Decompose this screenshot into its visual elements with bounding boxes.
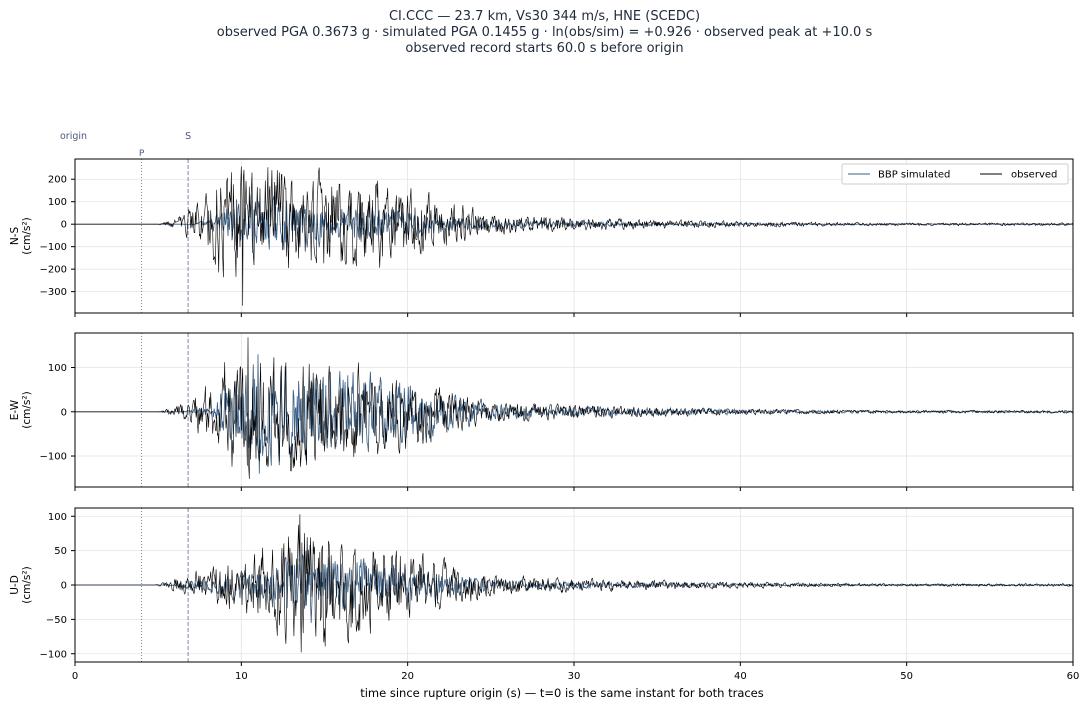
chart-title-line2: observed PGA 0.3673 g · simulated PGA 0.… (216, 25, 873, 40)
x-axis-label: time since rupture origin (s) — t=0 is t… (360, 686, 764, 700)
y-tick-label: 0 (61, 220, 67, 231)
y-tick-label: −50 (46, 615, 67, 626)
panel-yunit: (cm/s²) (21, 217, 33, 254)
simulated-trace (75, 194, 1074, 254)
x-tick-label: 10 (235, 671, 248, 682)
x-tick-label: 0 (72, 671, 78, 682)
x-tick-label: 40 (734, 671, 747, 682)
y-tick-label: 0 (61, 581, 67, 592)
y-tick-label: 100 (48, 197, 67, 208)
origin-label: origin (60, 131, 87, 142)
panel-yunit: (cm/s²) (21, 391, 33, 428)
y-tick-label: 100 (48, 512, 67, 523)
y-tick-label: 50 (54, 546, 67, 557)
x-tick-label: 30 (568, 671, 581, 682)
legend-box (841, 163, 1069, 185)
legend-simulated-label: BBP simulated (878, 170, 950, 181)
panel-ylabel: U-D (9, 575, 21, 595)
y-tick-label: −100 (40, 452, 67, 463)
y-tick-label: 200 (48, 175, 67, 186)
panel-yunit: (cm/s²) (21, 566, 33, 603)
panel-ylabel: N-S (9, 227, 21, 246)
observed-trace (75, 166, 1074, 306)
y-tick-label: −100 (40, 242, 67, 253)
y-tick-label: 100 (48, 363, 67, 374)
observed-trace (75, 514, 1073, 653)
chart-title-line1: CI.CCC — 23.7 km, Vs30 344 m/s, HNE (SCE… (388, 9, 701, 24)
legend-observed-label: observed (1011, 170, 1057, 181)
y-tick-label: −300 (40, 287, 67, 298)
observed-trace (75, 337, 1074, 480)
x-tick-label: 20 (401, 671, 414, 682)
panel-ylabel: E-W (9, 399, 21, 420)
chart-title-line3: observed record starts 60.0 s before ori… (405, 41, 684, 56)
y-tick-label: −200 (40, 265, 67, 276)
x-tick-label: 50 (900, 671, 913, 682)
p-label: P (139, 149, 145, 159)
y-tick-label: −100 (40, 649, 67, 660)
y-tick-label: 0 (61, 407, 67, 418)
x-tick-label: 60 (1067, 671, 1080, 682)
s-label: S (185, 131, 191, 142)
